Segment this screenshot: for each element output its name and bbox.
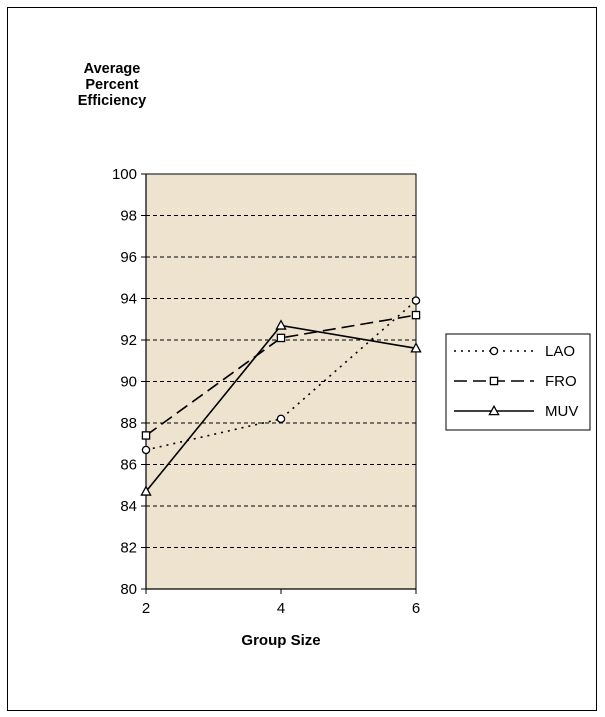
data-point-lao xyxy=(411,296,421,305)
legend-marker xyxy=(489,376,499,386)
y-tick-label: 96 xyxy=(120,249,137,266)
x-tick-label: 6 xyxy=(412,600,420,617)
legend-label: MUV xyxy=(545,403,578,420)
y-axis-title: Average Percent Efficiency xyxy=(77,61,147,109)
legend-item-fro: FRO xyxy=(454,373,577,390)
legend-item-muv: MUV xyxy=(454,403,578,420)
y-tick-label: 94 xyxy=(120,291,137,308)
legend-item-lao: LAO xyxy=(454,343,575,360)
legend: LAO FRO MUV xyxy=(445,333,591,431)
data-point-fro xyxy=(276,333,286,343)
y-tick-label: 80 xyxy=(120,581,137,598)
legend-box xyxy=(445,333,591,431)
gridlines xyxy=(146,173,416,548)
y-tick-label: 98 xyxy=(120,208,137,225)
legend-label: FRO xyxy=(545,373,577,390)
data-point-muv xyxy=(275,319,287,330)
y-tick-label: 82 xyxy=(120,540,137,557)
data-point-fro xyxy=(141,431,151,440)
data-point-muv xyxy=(140,485,152,496)
y-tick-label: 88 xyxy=(120,415,137,432)
y-tick-label: 86 xyxy=(120,457,137,474)
data-point-muv xyxy=(410,342,422,353)
x-axis-title: Group Size xyxy=(241,632,321,649)
legend-label: LAO xyxy=(545,343,575,360)
series-fro xyxy=(141,310,421,440)
series-layer xyxy=(140,296,422,496)
y-tick-label: 90 xyxy=(120,374,137,391)
x-tick-label: 4 xyxy=(277,600,285,617)
data-point-fro xyxy=(411,310,421,320)
data-point-lao xyxy=(141,445,151,455)
series-lao xyxy=(141,296,421,455)
y-tick-label: 100 xyxy=(112,166,137,183)
axes: 80 82 84 86 88 90 92 94 96 98 100 2 4 6 xyxy=(112,166,420,617)
y-tick-label: 84 xyxy=(120,498,137,515)
data-point-lao xyxy=(276,414,286,424)
legend-marker xyxy=(488,404,500,416)
x-tick-label: 2 xyxy=(142,600,150,617)
series-muv xyxy=(140,319,422,496)
y-tick-label: 92 xyxy=(120,332,137,349)
legend-marker xyxy=(489,346,499,356)
series-line-fro xyxy=(145,314,417,437)
